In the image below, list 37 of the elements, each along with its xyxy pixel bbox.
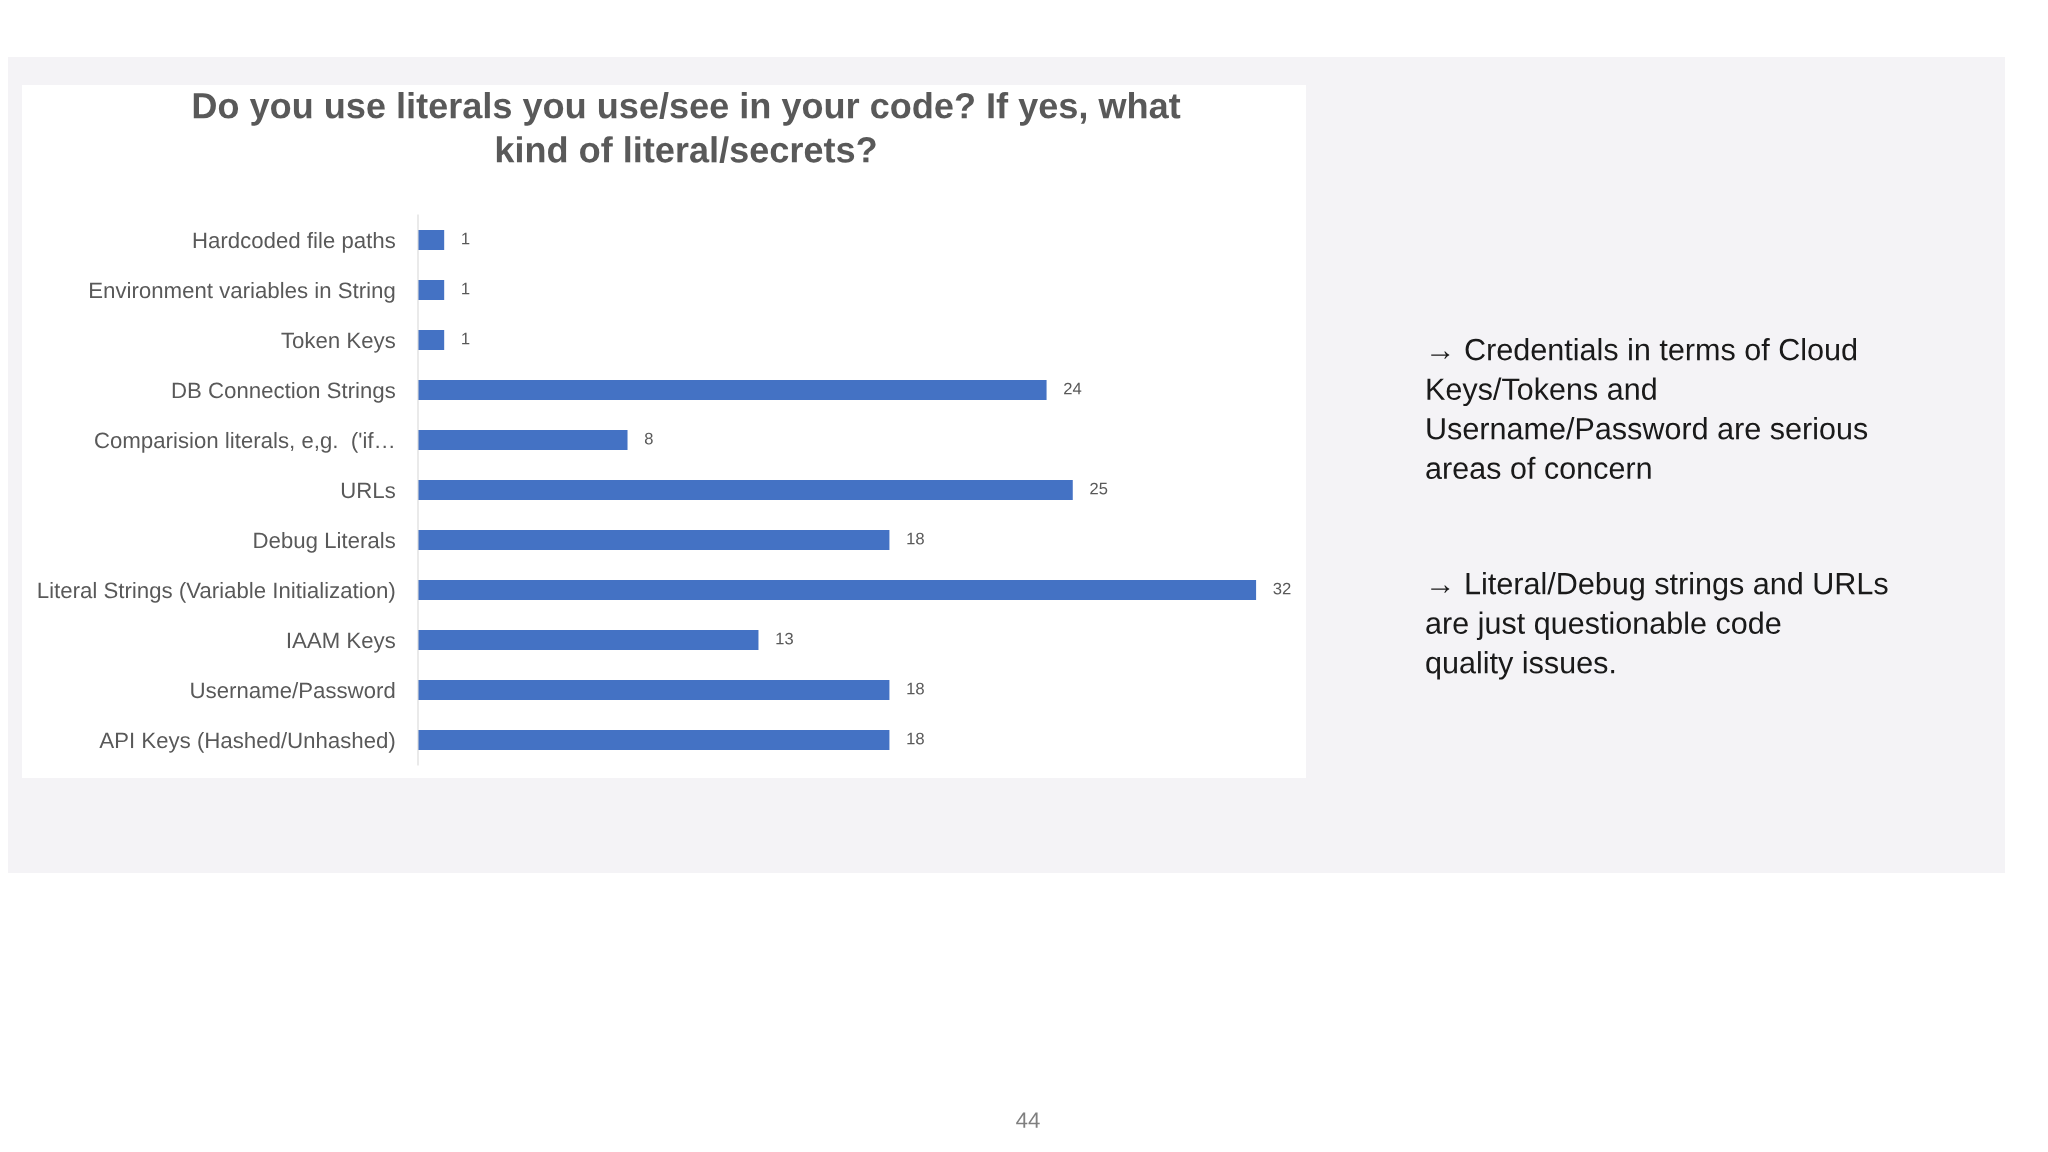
- chart-title: Do you use literals you use/see in your code? If yes, what kind of literal/secrets?: [193, 92, 1181, 164]
- y-tick-label: DB Connection Strings: [172, 381, 395, 403]
- y-tick-label: Debug Literals: [254, 531, 395, 553]
- bar: [418, 680, 890, 700]
- bar: [418, 280, 445, 300]
- data-label: 32: [1273, 582, 1291, 595]
- data-label: 8: [644, 432, 653, 445]
- data-label: 13: [776, 632, 793, 645]
- bar: [418, 330, 445, 350]
- data-label: 24: [1064, 382, 1082, 395]
- y-tick-label: IAAM Keys: [287, 632, 395, 653]
- bar: [418, 230, 445, 250]
- data-label: 18: [907, 732, 924, 745]
- y-tick-label: API Keys (Hashed/Unhashed): [99, 731, 395, 753]
- y-tick-label: Username/Password: [191, 681, 395, 699]
- y-tick-label: Hardcoded file paths: [193, 231, 395, 253]
- bar: [418, 380, 1047, 400]
- text: 44: [1016, 1112, 1040, 1128]
- y-tick-label: Environment variables in String: [90, 281, 395, 303]
- y-tick-label: Literal Strings (Variable Initialization): [38, 581, 395, 603]
- data-label: 18: [907, 532, 924, 545]
- bar: [418, 730, 890, 750]
- y-tick-label: Comparision literals, e,g. ('if…: [95, 431, 393, 453]
- bar: [418, 480, 1073, 500]
- bar: [418, 530, 890, 550]
- bar: [418, 430, 628, 450]
- y-tick-label: Token Keys: [281, 331, 395, 353]
- bar: [418, 580, 1257, 600]
- text: → Literal/Debug strings and URLs are just questionable code quality issues.: [1426, 572, 1888, 680]
- data-label: 1: [462, 282, 470, 295]
- text: → Credentials in terms of Cloud Keys/Tokens and Username/Password are serious areas of concern: [1426, 338, 1868, 480]
- y-tick-label: URLs: [341, 482, 395, 499]
- data-label: 1: [462, 332, 470, 345]
- data-label: 1: [462, 232, 470, 245]
- bar: [418, 630, 759, 650]
- data-label: 25: [1090, 482, 1108, 495]
- data-label: 18: [907, 682, 924, 695]
